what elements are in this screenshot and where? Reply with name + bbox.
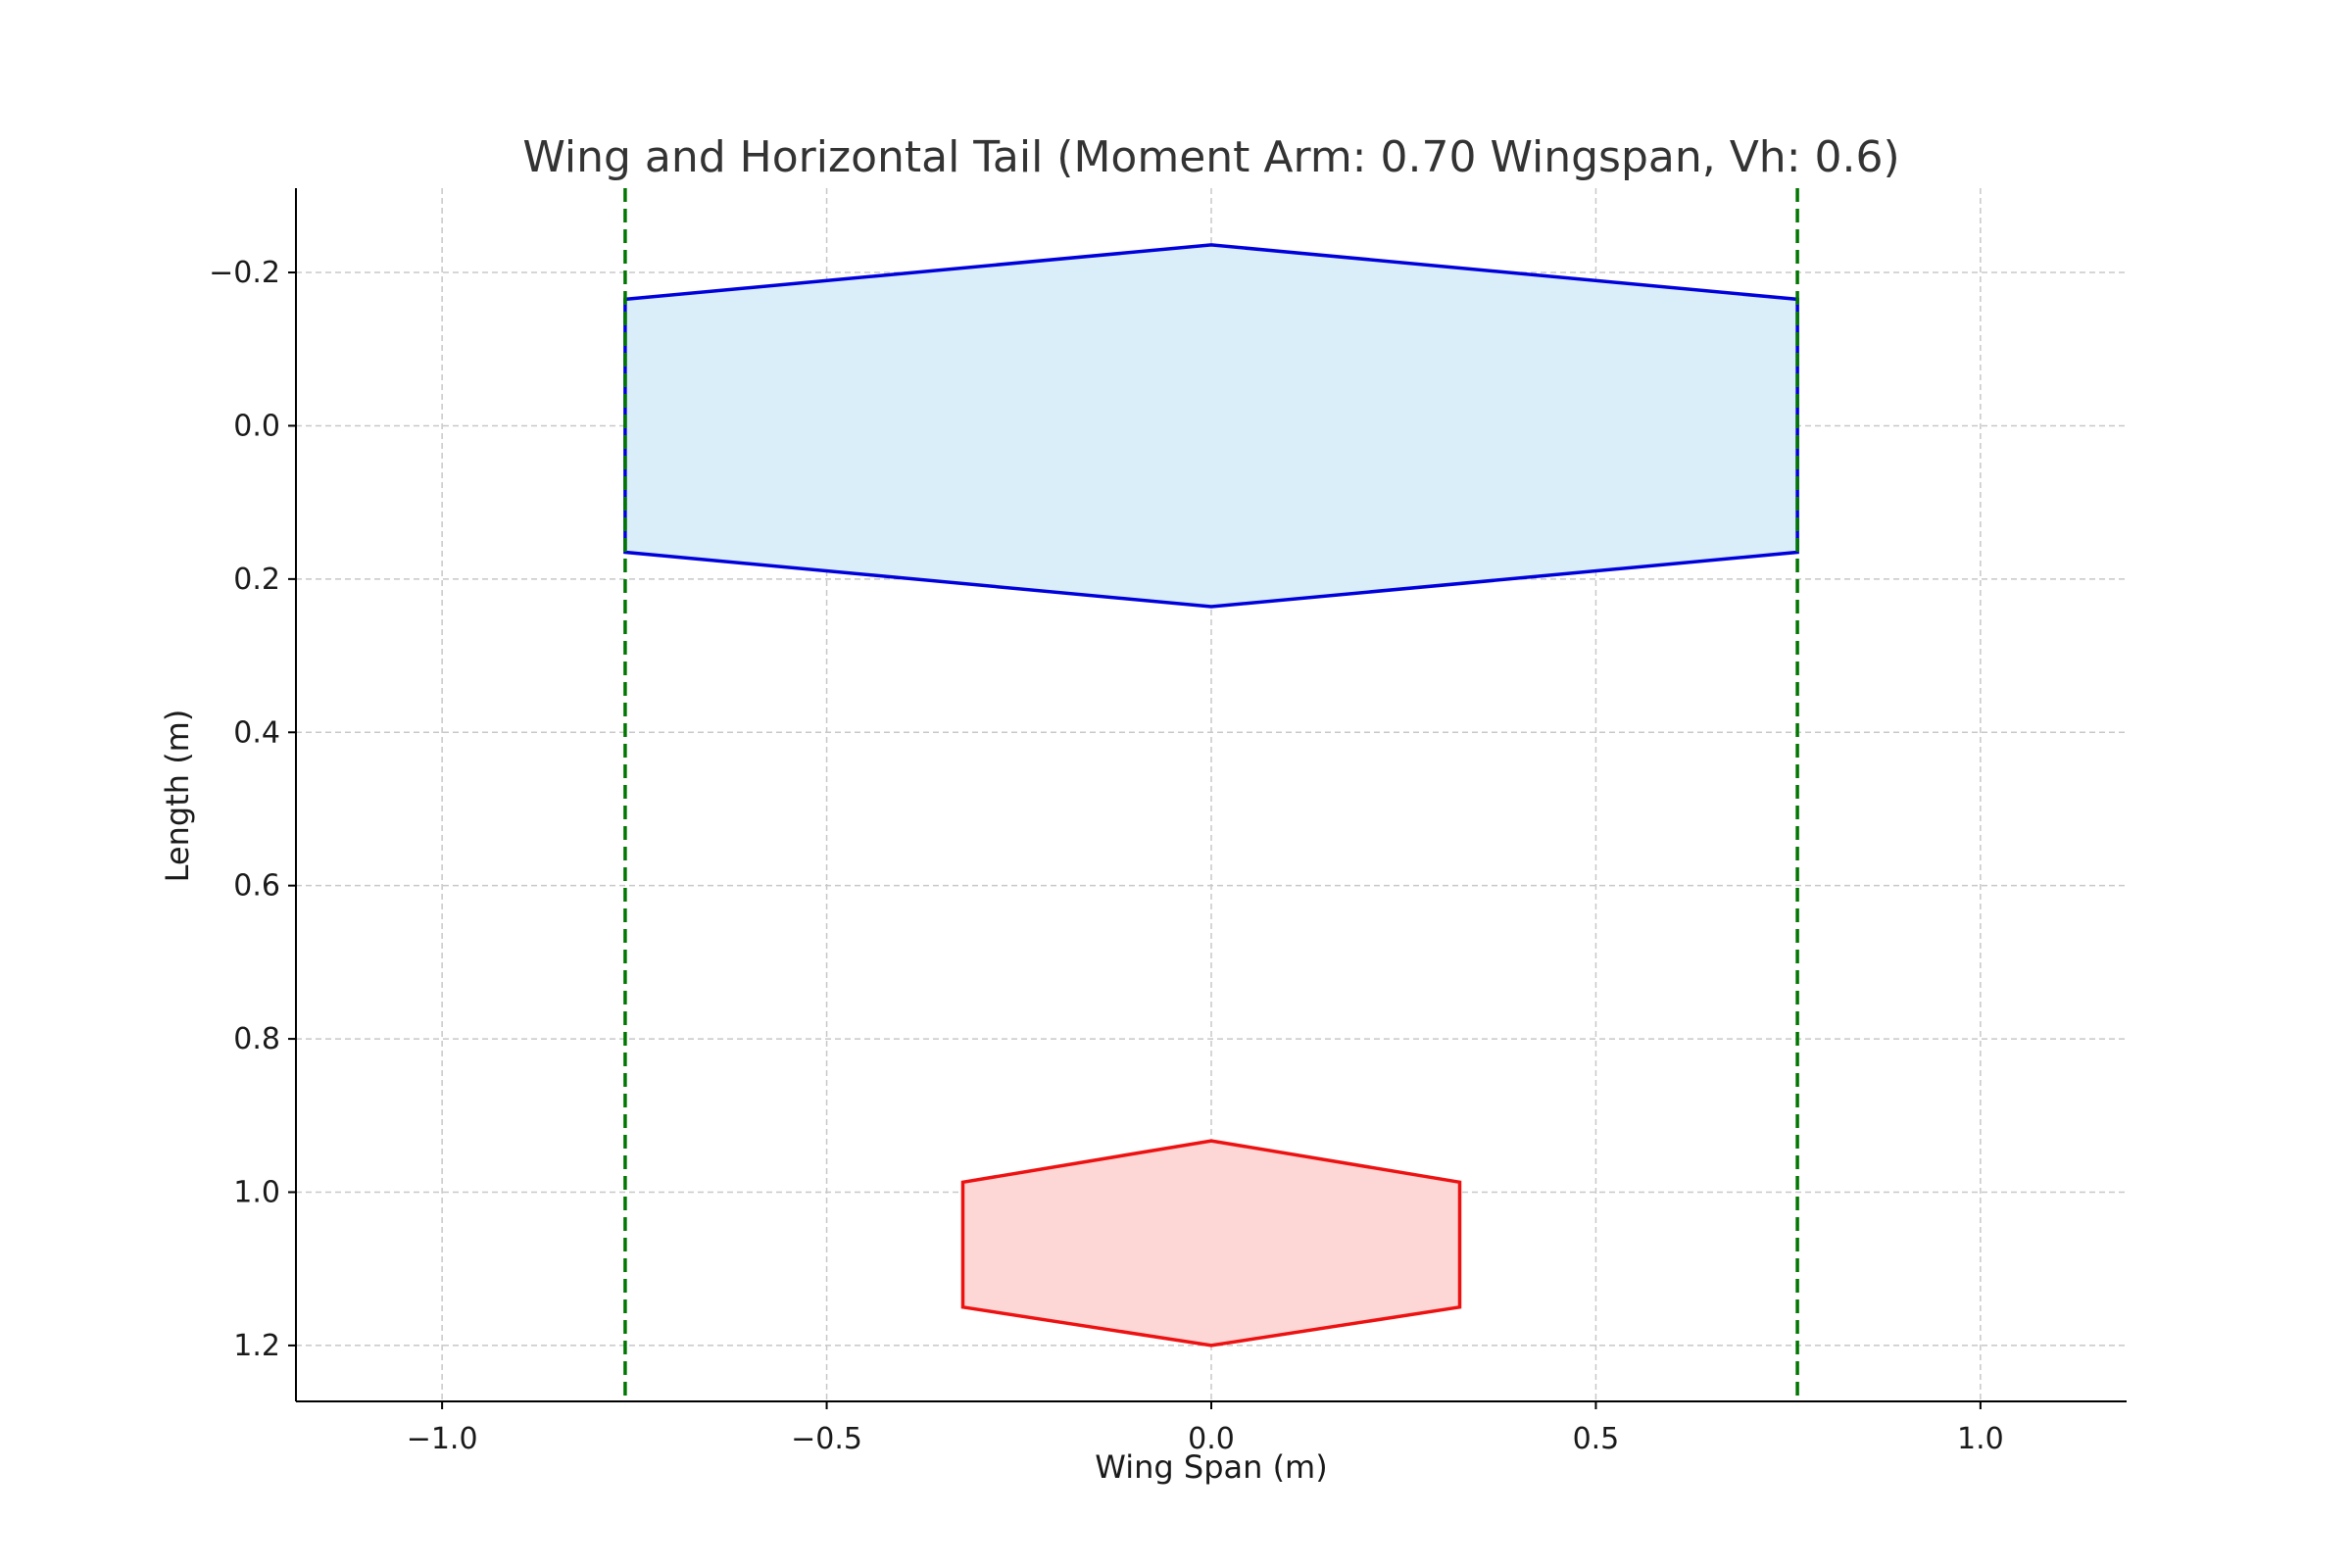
x-tick-label: −1.0 [407, 1422, 478, 1456]
x-tick-label: −0.5 [791, 1422, 862, 1456]
y-tick-label: 0.6 [233, 869, 280, 904]
y-tick-label: 0.0 [233, 409, 280, 443]
x-tick-label: 1.0 [1957, 1422, 2004, 1456]
chart-title: Wing and Horizontal Tail (Moment Arm: 0.… [522, 132, 1899, 182]
y-tick-label: 0.2 [233, 563, 280, 597]
y-tick-label: 1.0 [233, 1175, 280, 1209]
wing-polygon [623, 243, 1799, 609]
x-tick-label: 0.0 [1188, 1422, 1235, 1456]
y-tick-label: 0.8 [233, 1022, 280, 1056]
y-tick-label: 1.2 [233, 1329, 280, 1363]
y-axis-title: Length (m) [159, 710, 196, 883]
tail-polygon [960, 1139, 1462, 1348]
x-tick-label: 0.5 [1573, 1422, 1620, 1456]
y-tick-label: 0.4 [233, 715, 280, 750]
plot-series [623, 188, 1799, 1401]
ticks: −1.0 −0.5 0.0 0.5 1.0 −0.2 0.0 0.2 0.4 0.6 0.8 1.0 1… [209, 256, 2004, 1456]
y-tick-label: −0.2 [209, 256, 280, 290]
x-axis-title: Wing Span (m) [1095, 1448, 1327, 1486]
